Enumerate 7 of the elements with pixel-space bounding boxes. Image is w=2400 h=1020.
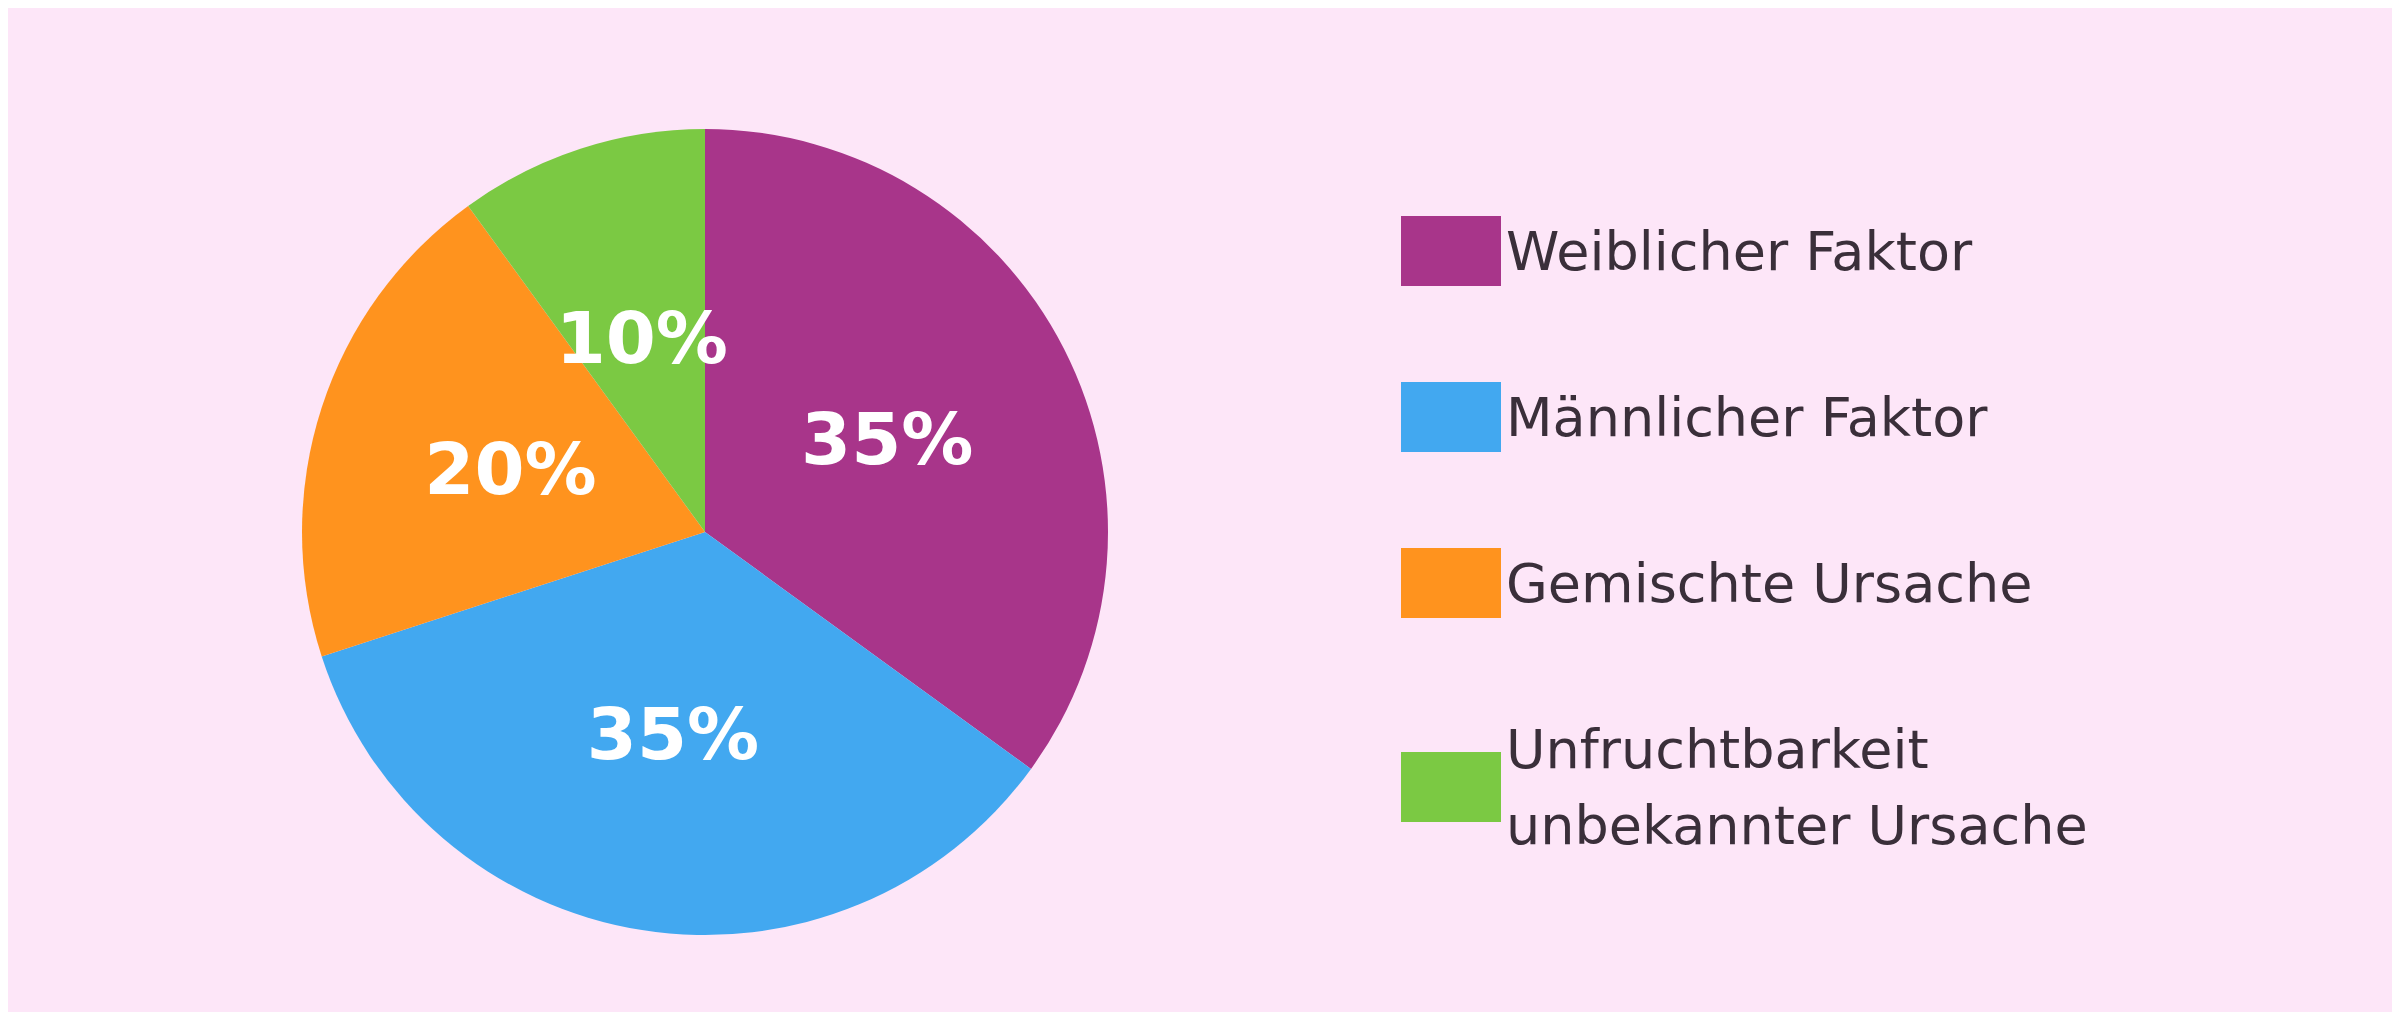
legend-label: Männlicher Faktor bbox=[1506, 385, 1989, 449]
data-label: 35% bbox=[801, 397, 974, 482]
data-label: 20% bbox=[424, 426, 597, 511]
legend-label: Unfruchtbarkeit unbekannter Ursache bbox=[1506, 717, 2088, 857]
legend-label: Gemischte Ursache bbox=[1506, 551, 2033, 615]
data-label: 35% bbox=[586, 691, 760, 776]
legend-label: Weiblicher Faktor bbox=[1506, 219, 1973, 283]
